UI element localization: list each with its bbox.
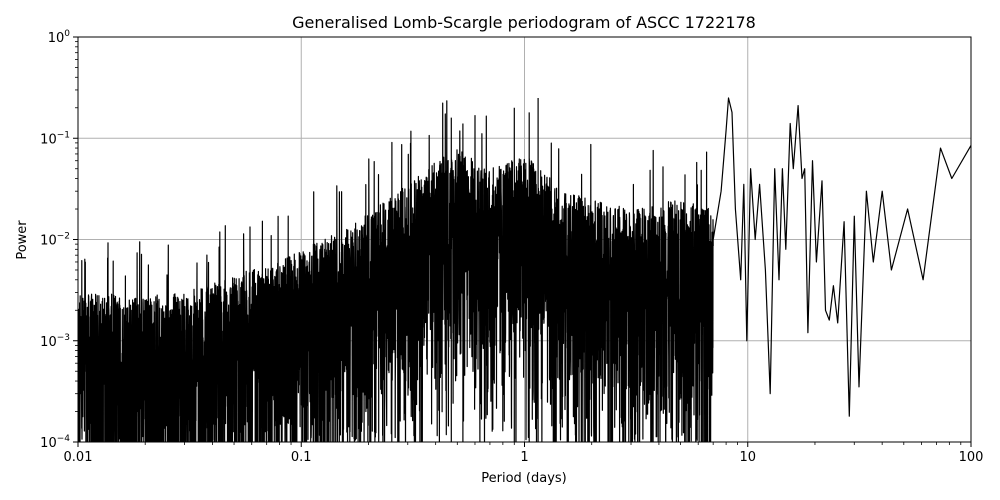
x-axis-label: Period (days): [481, 471, 567, 486]
y-tick-label: 10−3: [40, 333, 70, 350]
x-tick-labels: 0.01 0.1 1 10 100: [64, 450, 984, 465]
y-tick-label: 100: [48, 29, 71, 46]
x-tick-label: 1: [520, 450, 528, 465]
x-tick-label: 100: [959, 450, 984, 465]
y-tick-label: 10−2: [40, 232, 70, 249]
x-tick-label: 0.01: [64, 450, 93, 465]
chart-title: Generalised Lomb-Scargle periodogram of …: [292, 13, 756, 32]
x-tick-label: 0.1: [291, 450, 312, 465]
periodogram-line: [78, 97, 971, 442]
x-tick-label: 10: [739, 450, 756, 465]
y-tick-labels: 100 10−1 10−2 10−3 10−4: [40, 29, 70, 451]
y-tick-label: 10−1: [40, 130, 70, 147]
axis-ticks: [73, 36, 972, 447]
y-tick-label: 10−4: [40, 434, 70, 451]
y-axis-label: Power: [15, 220, 30, 260]
